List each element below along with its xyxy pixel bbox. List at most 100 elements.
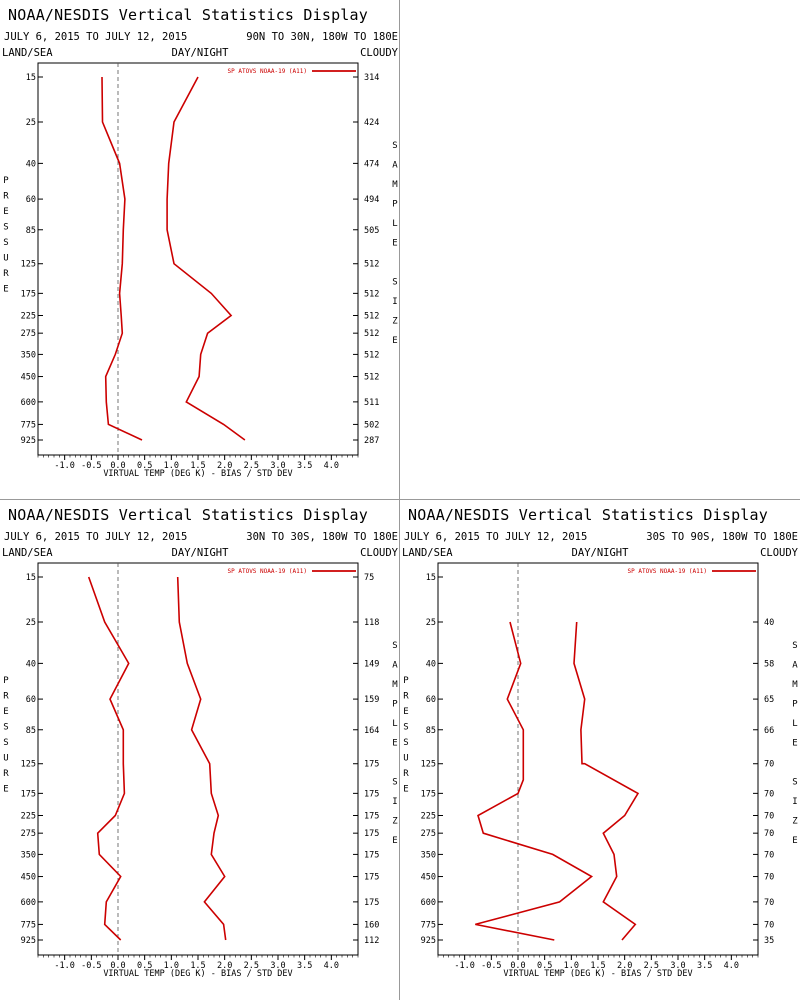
pressure-tick-label: 350 bbox=[421, 850, 436, 860]
x-tick-label: 2.0 bbox=[217, 461, 232, 471]
pressure-tick-label: 125 bbox=[21, 260, 36, 270]
sample-size-label: 70 bbox=[764, 789, 774, 799]
sample-axis-letter: S bbox=[392, 778, 397, 788]
pressure-axis-letter: E bbox=[403, 707, 408, 717]
sample-axis-letter: E bbox=[392, 336, 397, 346]
sample-size-label: 112 bbox=[364, 936, 379, 946]
pressure-tick-label: 600 bbox=[421, 898, 436, 908]
sample-axis-letter: L bbox=[792, 719, 797, 729]
x-tick-label: 4.0 bbox=[324, 461, 339, 471]
sample-size-label: 175 bbox=[364, 829, 379, 839]
sample-size-label: 494 bbox=[364, 195, 379, 205]
pressure-tick-label: 275 bbox=[21, 829, 36, 839]
x-tick-label: 3.0 bbox=[270, 461, 285, 471]
sample-axis-letter: E bbox=[392, 836, 397, 846]
pressure-tick-label: 85 bbox=[26, 226, 36, 236]
pressure-axis-letter: R bbox=[403, 692, 409, 702]
chart-tropics: NOAA/NESDIS Vertical Statistics Display J… bbox=[2, 506, 399, 979]
sample-axis-letter: Z bbox=[792, 817, 798, 827]
pressure-tick-label: 15 bbox=[26, 73, 36, 83]
sample-size-label: 58 bbox=[764, 659, 774, 669]
sample-size-label: 75 bbox=[364, 573, 374, 583]
x-axis-label: VIRTUAL TEMP (DEG K) - BIAS / STD DEV bbox=[103, 469, 292, 479]
pressure-tick-label: 275 bbox=[421, 829, 436, 839]
std-dev-series-line bbox=[176, 576, 227, 941]
x-axis-label: VIRTUAL TEMP (DEG K) - BIAS / STD DEV bbox=[103, 969, 292, 979]
pressure-tick-label: 15 bbox=[426, 573, 436, 583]
x-tick-label: 0.0 bbox=[510, 961, 525, 971]
pressure-axis-letter: E bbox=[3, 707, 8, 717]
sample-size-label: 175 bbox=[364, 811, 379, 821]
land-sea-label: LAND/SEA bbox=[2, 547, 53, 559]
pressure-tick-label: 15 bbox=[26, 573, 36, 583]
sample-size-label: 175 bbox=[364, 873, 379, 883]
x-tick-label: 0.0 bbox=[110, 461, 125, 471]
pressure-tick-label: 40 bbox=[26, 159, 36, 169]
std-dev-series-line bbox=[166, 76, 246, 441]
sample-axis-letter: M bbox=[792, 680, 798, 690]
cloudy-label: CLOUDY bbox=[360, 547, 399, 559]
pressure-tick-label: 225 bbox=[21, 811, 36, 821]
chart-title: NOAA/NESDIS Vertical Statistics Display bbox=[8, 506, 368, 524]
cloudy-label: CLOUDY bbox=[760, 547, 799, 559]
x-tick-label: -1.0 bbox=[54, 461, 74, 471]
sample-axis-letter: P bbox=[392, 200, 398, 210]
pressure-axis-letter: U bbox=[3, 254, 8, 264]
sample-size-label: 512 bbox=[364, 373, 379, 383]
sample-size-label: 66 bbox=[764, 726, 774, 736]
sample-size-label: 512 bbox=[364, 311, 379, 321]
region-label: 30N TO 30S, 180W TO 180E bbox=[246, 531, 398, 543]
sample-size-label: 70 bbox=[764, 811, 774, 821]
sample-size-label: 424 bbox=[364, 118, 379, 128]
sample-axis-letter: Z bbox=[392, 317, 398, 327]
pressure-axis-letter: E bbox=[3, 207, 8, 217]
sample-size-label: 70 bbox=[764, 850, 774, 860]
pressure-axis-letter: R bbox=[3, 269, 9, 279]
pressure-tick-label: 125 bbox=[21, 760, 36, 770]
pressure-tick-label: 775 bbox=[421, 920, 436, 930]
sample-size-label: 118 bbox=[364, 618, 379, 628]
pressure-tick-label: 775 bbox=[21, 920, 36, 930]
sample-size-label: 512 bbox=[364, 289, 379, 299]
x-tick-label: 2.5 bbox=[244, 961, 259, 971]
pressure-axis-letter: R bbox=[3, 692, 9, 702]
pressure-tick-label: 225 bbox=[421, 811, 436, 821]
pressure-tick-label: 925 bbox=[21, 436, 36, 446]
pressure-axis-letter: E bbox=[3, 285, 8, 295]
land-sea-label: LAND/SEA bbox=[2, 47, 53, 59]
pressure-tick-label: 775 bbox=[21, 420, 36, 430]
sample-size-label: 40 bbox=[764, 618, 774, 628]
sample-axis-letter: E bbox=[392, 239, 397, 249]
sample-axis-letter: Z bbox=[392, 817, 398, 827]
sample-axis-letter: I bbox=[392, 797, 397, 807]
sample-size-label: 70 bbox=[764, 920, 774, 930]
sample-size-label: 512 bbox=[364, 260, 379, 270]
sample-axis-letter: S bbox=[392, 278, 397, 288]
x-tick-label: 1.0 bbox=[164, 961, 179, 971]
sample-axis-letter: A bbox=[392, 161, 398, 171]
x-tick-label: 3.5 bbox=[697, 961, 712, 971]
pressure-tick-label: 600 bbox=[21, 898, 36, 908]
sample-size-label: 70 bbox=[764, 898, 774, 908]
x-tick-label: -0.5 bbox=[81, 961, 101, 971]
sample-size-label: 160 bbox=[364, 920, 379, 930]
pressure-tick-label: 600 bbox=[21, 398, 36, 408]
sample-size-label: 175 bbox=[364, 760, 379, 770]
pressure-tick-label: 175 bbox=[21, 289, 36, 299]
pressure-axis-letter: S bbox=[3, 738, 8, 748]
pressure-axis-letter: S bbox=[403, 723, 408, 733]
x-tick-label: 1.0 bbox=[164, 461, 179, 471]
x-tick-label: 0.5 bbox=[137, 461, 152, 471]
day-night-label: DAY/NIGHT bbox=[172, 47, 230, 59]
sample-axis-letter: E bbox=[792, 836, 797, 846]
pressure-tick-label: 350 bbox=[21, 350, 36, 360]
sample-size-label: 511 bbox=[364, 398, 379, 408]
pressure-axis-letter: E bbox=[3, 785, 8, 795]
pressure-axis-letter: S bbox=[3, 223, 8, 233]
chart-south: NOAA/NESDIS Vertical Statistics Display J… bbox=[402, 506, 799, 979]
pressure-tick-label: 350 bbox=[21, 850, 36, 860]
x-axis-label: VIRTUAL TEMP (DEG K) - BIAS / STD DEV bbox=[503, 969, 692, 979]
x-tick-label: 3.0 bbox=[270, 961, 285, 971]
pressure-axis-letter: R bbox=[3, 769, 9, 779]
date-range: JULY 6, 2015 TO JULY 12, 2015 bbox=[4, 31, 187, 43]
